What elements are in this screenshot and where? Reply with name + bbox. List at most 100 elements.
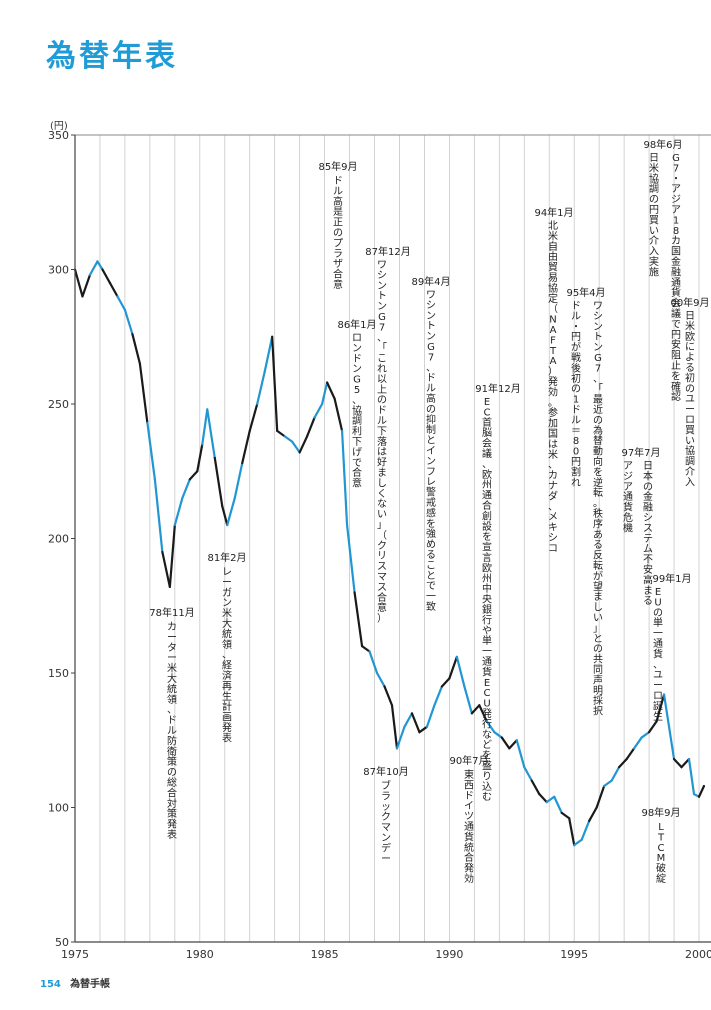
series-segment — [101, 268, 112, 285]
annotation-date: 91年12月 — [475, 382, 520, 395]
series-segment — [241, 429, 251, 465]
series-segment — [345, 523, 356, 594]
y-tick-label: 50 — [55, 936, 69, 949]
annotation-text: ワシントン G 7 、「これ以上のドル下落は好ましくない」（クリスマス合意） — [377, 260, 387, 625]
series-segment — [538, 792, 548, 804]
series-segment — [395, 725, 406, 750]
x-tick-label: 1985 — [311, 948, 339, 961]
y-tick-label: 250 — [48, 398, 69, 411]
series-segment — [580, 819, 591, 841]
y-tick-label: 200 — [48, 533, 69, 546]
series-segment — [403, 712, 414, 728]
series-segment — [655, 693, 666, 723]
annotation-text: アジア通貨危機 — [623, 461, 633, 534]
y-tick-label: 150 — [48, 667, 69, 680]
series-segment — [515, 739, 526, 769]
annotation-text: 日本の金融システム不安高まる — [643, 461, 653, 607]
series-segment — [226, 497, 236, 527]
series-segment — [291, 440, 301, 454]
series-segment — [595, 784, 606, 809]
series-segment — [161, 550, 171, 589]
annotation-date: 85年9月 — [318, 160, 357, 173]
series-segment — [418, 725, 429, 734]
y-tick-label: 350 — [48, 129, 69, 142]
page-footer: 154 為替手帳 — [40, 975, 110, 990]
annotation-text: ワシントン G 7 、「最近の為替動向を逆転。秩序ある反転が望ましい」との共同声明採択 — [593, 301, 603, 718]
series-segment — [470, 704, 481, 715]
annotation-date: 81年2月 — [207, 551, 246, 564]
series-segment — [697, 784, 706, 798]
series-segment — [568, 817, 576, 847]
series-segment — [146, 421, 156, 481]
series-segment — [672, 757, 683, 769]
series-segment — [500, 736, 511, 750]
series-segment — [340, 429, 349, 527]
series-segment — [410, 712, 421, 734]
annotation-text: カーター米大統領、ドル防衛策の総合対策発表 — [167, 621, 177, 841]
series-segment — [213, 456, 224, 508]
series-segment — [530, 779, 541, 796]
annotation-text: 東西ドイツ通貨統合発効 — [464, 768, 474, 885]
series-segment — [333, 397, 344, 432]
series-segment — [603, 779, 613, 788]
series-segment — [667, 725, 676, 761]
y-tick-label: 300 — [48, 264, 69, 277]
series-segment — [553, 795, 563, 814]
annotation-date: 78年11月 — [149, 606, 194, 619]
series-segment — [625, 747, 636, 761]
annotation-date: 87年10月 — [363, 765, 408, 778]
series-segment — [201, 408, 209, 446]
series-segment — [508, 739, 518, 750]
annotation-text: ブラックマンデー — [381, 779, 391, 865]
series-segment — [425, 704, 436, 728]
series-segment — [383, 685, 394, 707]
series-segment — [81, 273, 92, 298]
annotation-text: L T C M 破綻 — [656, 822, 666, 885]
series-segment — [181, 478, 191, 500]
series-segment — [360, 644, 371, 653]
series-segment — [173, 497, 184, 527]
annotation-date: 99年1月 — [652, 572, 691, 585]
annotation-date: 98年6月 — [643, 138, 682, 151]
annotation-date: 97年7月 — [621, 446, 660, 459]
annotation-date: 86年1月 — [337, 318, 376, 331]
series-segment — [493, 731, 503, 739]
series-segment — [248, 402, 259, 432]
series-segment — [633, 736, 643, 750]
annotation-text: E C 首脳会議、欧州通合創設を宣言欧州中央銀行や単一通貨 E C U 発行などを盛り込む — [482, 397, 492, 803]
book-title: 為替手帳 — [70, 979, 111, 990]
series-segment — [263, 335, 274, 373]
annotation-date: 00年9月 — [670, 296, 709, 309]
annotation-text: 日米協調の円買い介入実施 — [649, 153, 659, 278]
axis-layer: 50 100 150 200 250 300 350 1975 1980 1985 1990 1995… — [48, 129, 711, 961]
series-segment — [463, 685, 473, 715]
annotation-date: 90年7月 — [449, 754, 488, 767]
annotation-date: 95年4月 — [566, 286, 605, 299]
series-segment — [618, 757, 628, 769]
series-segment — [610, 766, 621, 782]
series-segment — [108, 281, 119, 298]
series-segment — [455, 655, 466, 688]
series-segment — [168, 523, 176, 589]
y-tick-label: 100 — [48, 802, 69, 815]
series-segment — [138, 362, 149, 424]
annotation-text: ロンドン G 5 、協調利下げで合意 — [352, 333, 362, 490]
page-number: 154 — [40, 979, 61, 990]
series-segment — [306, 416, 316, 438]
annotation-text: ワシントン G 7 、ドル高の抑制とインフレ警戒感を強めることで一致 — [426, 290, 436, 613]
series-segment — [687, 757, 696, 796]
series-segment — [368, 650, 379, 675]
series-segment — [545, 795, 556, 804]
x-tick-label: 2000 — [685, 948, 711, 961]
series-layer — [73, 260, 706, 847]
series-segment — [188, 470, 199, 481]
series-segment — [573, 838, 583, 847]
series-segment — [313, 402, 324, 419]
annotation-text: レーガン米大統領、経済再生計画発表 — [222, 567, 232, 744]
annotation-text: E U の単一通貨、ユーロ誕生 — [653, 587, 663, 723]
annotation-text: G 7 ・アジア 1 8 カ国金融通貨会議で円安阻止を確認 — [671, 153, 681, 403]
series-segment — [390, 704, 399, 750]
annotation-date: 98年9月 — [641, 806, 680, 819]
